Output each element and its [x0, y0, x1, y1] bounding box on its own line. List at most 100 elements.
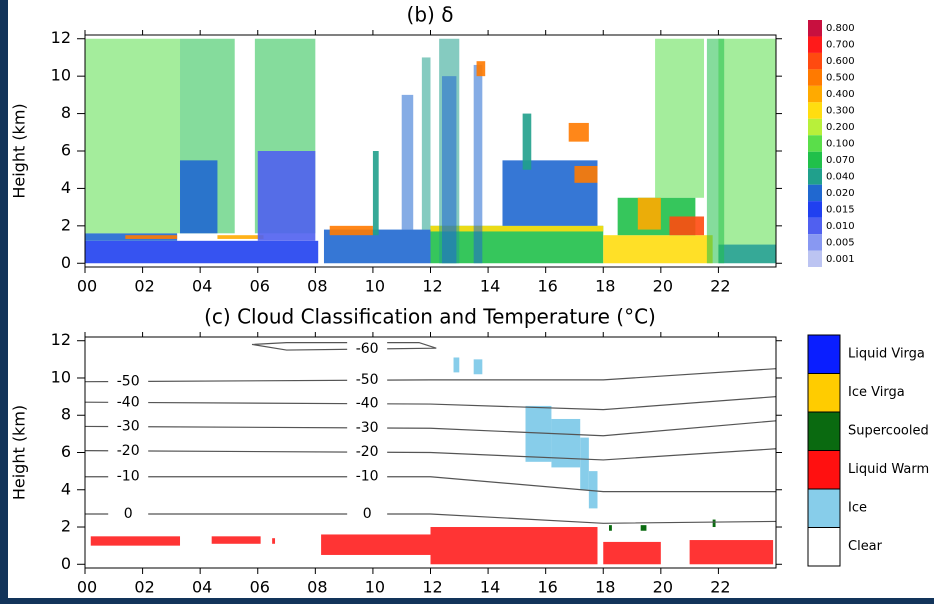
legend-swatch: [807, 488, 841, 528]
colorbar-label: 0.020: [826, 188, 855, 199]
x-tick-label: 14: [480, 578, 500, 597]
x-tick-label: 10: [365, 578, 385, 597]
colorbar-swatch: [808, 69, 822, 86]
x-tick-label: 18: [595, 578, 615, 597]
delta-region: [421, 57, 431, 230]
y-tick-label: 6: [61, 442, 71, 461]
legend-swatch: [807, 411, 841, 451]
x-tick-label: 18: [595, 277, 615, 296]
contour-label-bg: [347, 505, 388, 522]
delta-region: [718, 244, 776, 264]
contour-label: -30: [117, 419, 140, 435]
y-tick-label: 2: [61, 517, 71, 536]
colorbar-label: 0.700: [826, 40, 855, 51]
colorbar-swatch: [808, 217, 822, 235]
y-tick-label: 4: [61, 479, 71, 498]
colorbar-label: 0.010: [826, 221, 855, 232]
colorbar-label: 0.400: [826, 89, 855, 100]
cloud-segment: [211, 536, 261, 544]
y-tick-label: 2: [61, 215, 71, 234]
delta-region: [522, 113, 532, 170]
delta-region: [125, 235, 178, 239]
legend-label: Clear: [848, 539, 883, 554]
x-tick-label: 22: [710, 578, 730, 597]
cloud-segment: [603, 541, 661, 565]
cloud-segment: [473, 359, 483, 375]
colorbar-swatch: [808, 36, 822, 53]
colorbar-label: 0.001: [826, 254, 855, 265]
colorbar-label: 0.600: [826, 56, 855, 67]
chart-title: (c) Cloud Classification and Temperature…: [204, 305, 656, 329]
heatmap-layer: [85, 38, 776, 264]
y-axis-label: Height (km): [10, 103, 29, 198]
delta-region: [637, 197, 661, 230]
temperature-contour: [84, 448, 777, 461]
y-tick-label: 0: [61, 554, 71, 573]
delta-region: [430, 225, 604, 232]
colorbar-label: 0.200: [826, 122, 855, 133]
x-tick-label: 00: [77, 277, 97, 296]
contour-label-bg: [108, 505, 149, 522]
x-tick-label: 10: [365, 277, 385, 296]
contour-label-bg: [108, 394, 149, 411]
contour-label: -50: [117, 373, 140, 389]
cloud-segment: [321, 534, 431, 555]
delta-region: [329, 225, 373, 236]
colorbar-swatch: [808, 250, 822, 267]
contour-label: -10: [356, 469, 379, 485]
temperature-contour: [84, 368, 777, 383]
colorbar-swatch: [808, 20, 822, 37]
delta-region: [473, 64, 483, 264]
contour-label-bg: [347, 444, 388, 461]
y-tick-label: 12: [51, 28, 71, 47]
x-tick-label: 06: [250, 578, 270, 597]
delta-region: [476, 61, 486, 77]
cloud-segment: [640, 525, 647, 531]
contour-label: 0: [363, 506, 372, 522]
delta-region: [568, 122, 589, 142]
contour-label-bg: [108, 468, 149, 485]
contour-label-bg: [108, 442, 149, 459]
x-tick-label: 16: [537, 578, 557, 597]
legend-swatch: [807, 450, 841, 490]
x-tick-label: 20: [653, 578, 673, 597]
contour-label: -40: [117, 394, 140, 410]
delta-region: [217, 235, 264, 239]
x-tick-label: 20: [653, 277, 673, 296]
delta-region: [401, 94, 414, 230]
contour-label-bg: [347, 419, 388, 436]
cloud-segment: [551, 418, 581, 468]
contour-label: -20: [356, 444, 379, 460]
legend-swatch: [807, 334, 841, 374]
colorbar-swatch: [808, 234, 822, 251]
x-tick-label: 00: [77, 578, 97, 597]
cloud-segment: [609, 525, 612, 531]
colorbar-swatch: [808, 85, 822, 103]
x-tick-label: 14: [480, 277, 500, 296]
legend-label: Liquid Virga: [848, 347, 925, 362]
y-tick-label: 12: [51, 330, 71, 349]
legend-swatch: [807, 527, 841, 567]
colorbar-swatch: [808, 102, 822, 119]
colorbar-label: 0.040: [826, 171, 855, 182]
colorbar-swatch: [808, 151, 822, 169]
delta-region: [669, 216, 705, 236]
y-tick-label: 10: [51, 66, 71, 85]
contour-label: -20: [117, 443, 140, 459]
figure: (b) δ Height (km) 0 2 4 6 8 10 12 00 02 04 06 08 10 12 1…: [8, 0, 934, 598]
delta-region: [257, 151, 316, 241]
colorbar-label: 0.300: [826, 106, 855, 117]
cloud-segment: [430, 527, 598, 565]
colorbar-label: 0.070: [826, 155, 855, 166]
delta-region: [706, 38, 725, 264]
delta-region: [574, 165, 598, 183]
colorbar-swatch: [808, 168, 822, 185]
legend-swatch: [807, 373, 841, 413]
y-tick-label: 8: [61, 103, 71, 122]
contour-label: -50: [356, 372, 379, 388]
contour-label-bg: [108, 373, 149, 390]
x-tick-label: 04: [192, 277, 212, 296]
colorbar-label: 0.005: [826, 237, 855, 248]
legend-label: Liquid Warm: [848, 462, 929, 477]
